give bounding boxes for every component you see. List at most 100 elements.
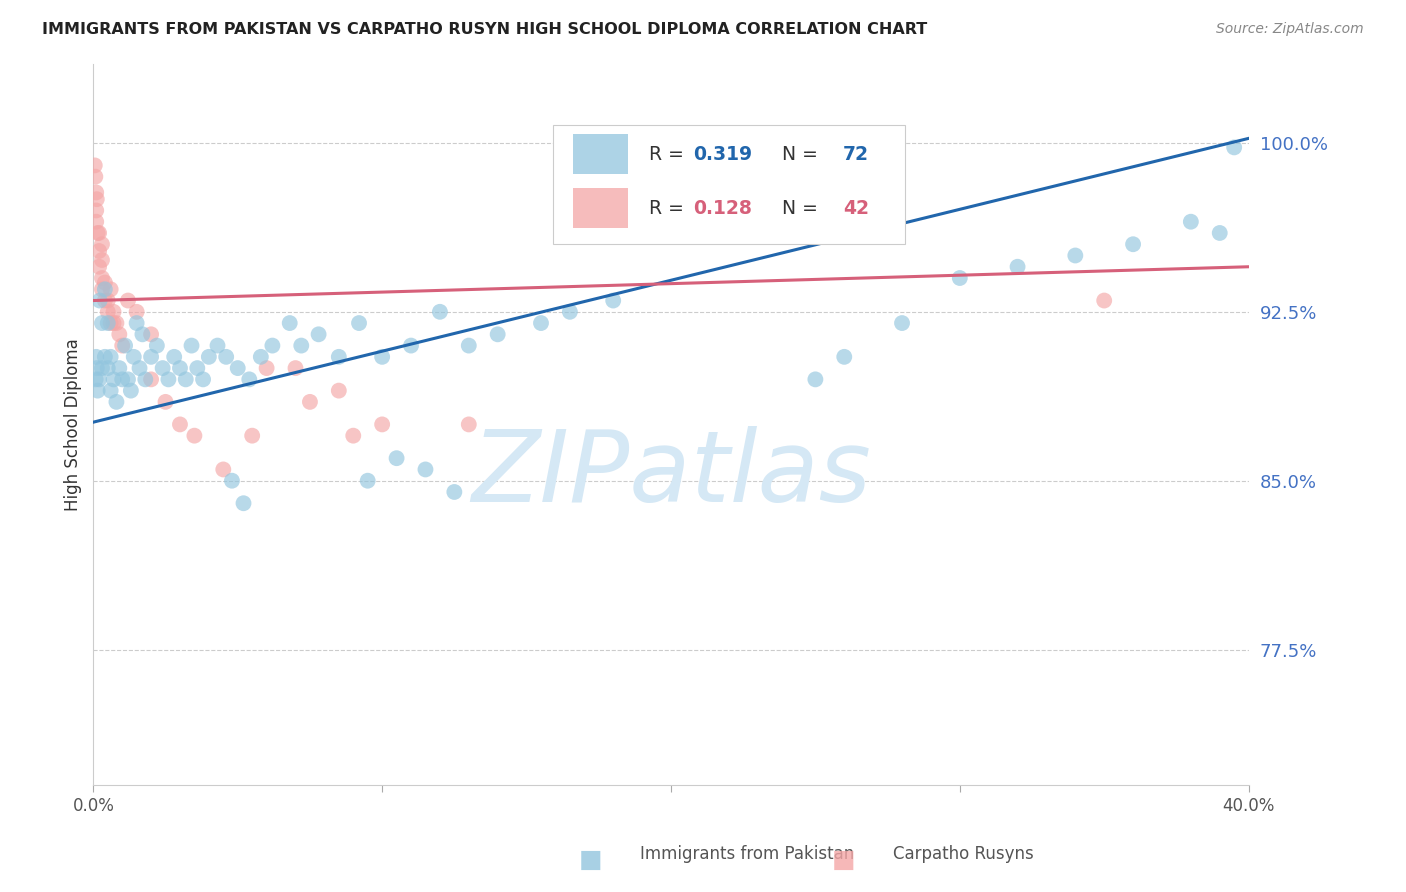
Point [891, 316, 914, 330]
Point [371, 350, 394, 364]
Point [385, 451, 408, 466]
Point [84, 169, 107, 184]
Point [290, 338, 312, 352]
Point [139, 372, 162, 386]
Point [328, 384, 350, 398]
Point [832, 350, 855, 364]
Point [207, 338, 229, 352]
Point [114, 338, 136, 352]
Point [103, 305, 125, 319]
Point [371, 417, 394, 432]
Point [91, 252, 114, 267]
Point [84, 215, 107, 229]
Point [94, 293, 117, 308]
Point [232, 496, 254, 510]
Point [103, 316, 125, 330]
Point [457, 338, 479, 352]
Point [191, 372, 214, 386]
Text: Immigrants from Pakistan: Immigrants from Pakistan [640, 846, 853, 863]
Point [84, 203, 107, 218]
Text: 0.128: 0.128 [693, 199, 752, 218]
Point [105, 395, 128, 409]
Point [83, 158, 105, 172]
Point [602, 293, 624, 308]
Text: ■: ■ [832, 848, 855, 871]
Point [97, 316, 120, 330]
Bar [572, 188, 628, 228]
Point [97, 361, 120, 376]
Point [91, 361, 114, 376]
Point [169, 361, 191, 376]
Point [108, 361, 131, 376]
Point [215, 350, 238, 364]
Point [108, 327, 131, 342]
Text: 42: 42 [844, 199, 869, 218]
Point [221, 474, 243, 488]
Point [128, 361, 150, 376]
Point [111, 338, 134, 352]
Point [87, 226, 110, 240]
Point [238, 372, 260, 386]
Point [117, 293, 139, 308]
Point [250, 350, 273, 364]
Point [240, 428, 263, 442]
Point [328, 350, 350, 364]
Point [1223, 140, 1246, 154]
Point [87, 260, 110, 274]
Point [198, 350, 221, 364]
Point [125, 305, 148, 319]
Point [429, 305, 451, 319]
Point [91, 282, 114, 296]
Point [86, 226, 108, 240]
Point [134, 372, 156, 386]
Point [94, 350, 117, 364]
Point [103, 372, 125, 386]
Point [278, 316, 301, 330]
Point [1064, 248, 1087, 262]
Point [94, 282, 117, 296]
Point [120, 384, 142, 398]
Point [111, 372, 134, 386]
Point [949, 271, 972, 285]
Point [122, 350, 145, 364]
Point [91, 237, 114, 252]
Text: ZIPatlas: ZIPatlas [471, 426, 870, 524]
Point [186, 361, 208, 376]
Point [146, 338, 169, 352]
Point [342, 428, 364, 442]
Point [97, 305, 120, 319]
Point [804, 372, 827, 386]
Point [1122, 237, 1144, 252]
FancyBboxPatch shape [553, 125, 905, 244]
Point [357, 474, 380, 488]
Text: IMMIGRANTS FROM PAKISTAN VS CARPATHO RUSYN HIGH SCHOOL DIPLOMA CORRELATION CHART: IMMIGRANTS FROM PAKISTAN VS CARPATHO RUS… [42, 22, 928, 37]
Point [443, 485, 465, 500]
Point [86, 192, 108, 206]
Point [86, 361, 108, 376]
Bar [572, 135, 628, 174]
Point [1209, 226, 1232, 240]
Text: 72: 72 [844, 145, 869, 163]
Point [262, 338, 284, 352]
Point [91, 271, 114, 285]
Point [139, 350, 162, 364]
Point [180, 338, 202, 352]
Point [125, 316, 148, 330]
Point [157, 372, 180, 386]
Point [284, 361, 307, 376]
Text: N =: N = [770, 145, 824, 163]
Point [105, 316, 128, 330]
Point [139, 327, 162, 342]
Point [84, 186, 107, 200]
Point [100, 350, 122, 364]
Point [97, 293, 120, 308]
Point [457, 417, 479, 432]
Point [347, 316, 370, 330]
Point [84, 372, 107, 386]
Point [86, 384, 108, 398]
Point [399, 338, 422, 352]
Point [1180, 215, 1202, 229]
Point [87, 372, 110, 386]
Point [131, 327, 153, 342]
Point [169, 417, 191, 432]
